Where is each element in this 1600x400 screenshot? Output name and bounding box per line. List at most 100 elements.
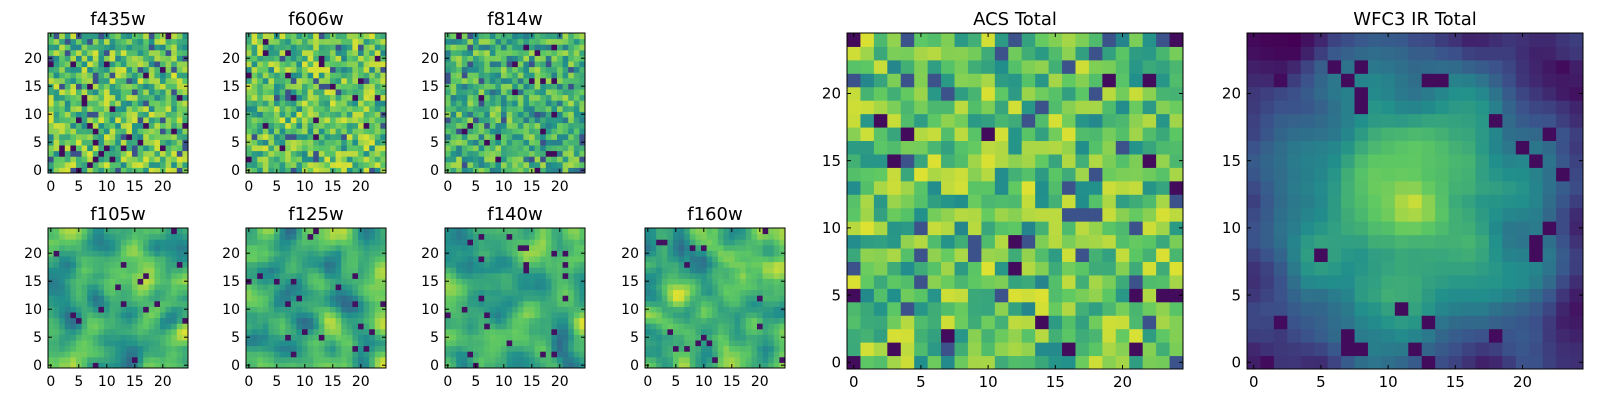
- heatmap-cell: [495, 139, 502, 146]
- heatmap-cell: [318, 167, 325, 174]
- heatmap-cell: [109, 267, 116, 274]
- heatmap-cell: [489, 306, 496, 313]
- heatmap-cell: [120, 261, 127, 268]
- heatmap-cell: [70, 317, 77, 324]
- heatmap-cell: [768, 323, 775, 330]
- heatmap-cell: [723, 317, 730, 324]
- heatmap-cell: [363, 295, 370, 302]
- heatmap-cell: [176, 272, 183, 279]
- heatmap-cell: [478, 117, 485, 124]
- heatmap-cell: [506, 289, 513, 296]
- heatmap-cell: [307, 66, 314, 73]
- heatmap-cell: [137, 38, 144, 45]
- heatmap-cell: [456, 167, 463, 174]
- heatmap-cell: [251, 94, 258, 101]
- heatmap-cell: [352, 289, 359, 296]
- heatmap-cell: [120, 256, 127, 263]
- heatmap-cell: [717, 239, 724, 246]
- heatmap-cell: [143, 150, 150, 157]
- heatmap-cell: [148, 362, 155, 369]
- heatmap-cell: [779, 351, 786, 358]
- heatmap-cell: [341, 272, 348, 279]
- heatmap-cell: [1048, 301, 1063, 316]
- heatmap-cell: [148, 128, 155, 135]
- heatmap-cell: [352, 345, 359, 352]
- heatmap-cell: [745, 356, 752, 363]
- heatmap-cell: [673, 351, 680, 358]
- heatmap-cell: [302, 312, 309, 319]
- heatmap-cell: [115, 38, 122, 45]
- heatmap-cell: [53, 233, 60, 240]
- heatmap-cell: [551, 295, 558, 302]
- heatmap-cell: [751, 272, 758, 279]
- heatmap-cell: [579, 356, 586, 363]
- heatmap-cell: [1129, 167, 1144, 182]
- heatmap-cell: [279, 284, 286, 291]
- heatmap-cell: [70, 55, 77, 62]
- heatmap-cell: [335, 117, 342, 124]
- heatmap-cell: [779, 284, 786, 291]
- heatmap-cell: [330, 317, 337, 324]
- heatmap-cell: [171, 272, 178, 279]
- heatmap-cell: [551, 145, 558, 152]
- heatmap-cell: [374, 83, 381, 90]
- heatmap-cell: [734, 250, 741, 257]
- heatmap-cell: [335, 228, 342, 235]
- heatmap-cell: [701, 267, 708, 274]
- heatmap-cell: [104, 351, 111, 358]
- heatmap-cell: [341, 100, 348, 107]
- heatmap-cell: [268, 44, 275, 51]
- heatmap-cell: [70, 49, 77, 56]
- heatmap-cell: [126, 89, 133, 96]
- heatmap-cell: [534, 312, 541, 319]
- heatmap-cell: [467, 362, 474, 369]
- heatmap-cell: [48, 300, 55, 307]
- heatmap-cell: [467, 256, 474, 263]
- heatmap-cell: [182, 122, 189, 129]
- heatmap-cell: [445, 340, 452, 347]
- heatmap-cell: [290, 133, 297, 140]
- heatmap-cell: [445, 122, 452, 129]
- heatmap-cell: [954, 301, 969, 316]
- heatmap-cell: [773, 239, 780, 246]
- heatmap-cell: [941, 234, 956, 249]
- heatmap-cell: [900, 355, 915, 370]
- heatmap-cell: [495, 312, 502, 319]
- heatmap-cell: [324, 233, 331, 240]
- heatmap-cell: [740, 362, 747, 369]
- heatmap-cell: [120, 55, 127, 62]
- heatmap-cell: [335, 100, 342, 107]
- heatmap-cell: [745, 228, 752, 235]
- heatmap-cell: [120, 44, 127, 51]
- heatmap-cell: [661, 362, 668, 369]
- heatmap-cell: [374, 256, 381, 263]
- heatmap-cell: [762, 300, 769, 307]
- heatmap-cell: [495, 256, 502, 263]
- heatmap-cell: [1156, 342, 1171, 357]
- heatmap-cell: [927, 328, 942, 343]
- heatmap-cell: [109, 362, 116, 369]
- heatmap-cell: [285, 345, 292, 352]
- heatmap-cell: [64, 272, 71, 279]
- heatmap-cell: [445, 77, 452, 84]
- heatmap-cell: [729, 351, 736, 358]
- heatmap-cell: [296, 317, 303, 324]
- heatmap-cell: [64, 267, 71, 274]
- heatmap-cell: [650, 272, 657, 279]
- heatmap-cell: [473, 239, 480, 246]
- heatmap-cell: [1169, 328, 1184, 343]
- heatmap-cell: [176, 161, 183, 168]
- heatmap-cell: [484, 49, 491, 56]
- heatmap-cell: [137, 139, 144, 146]
- heatmap-cell: [341, 55, 348, 62]
- heatmap-cell: [751, 317, 758, 324]
- heatmap-cell: [512, 334, 519, 341]
- heatmap-cell: [512, 77, 519, 84]
- heatmap-cell: [673, 328, 680, 335]
- heatmap-cell: [529, 351, 536, 358]
- heatmap-cell: [154, 150, 161, 157]
- heatmap-cell: [467, 33, 474, 40]
- heatmap-cell: [484, 66, 491, 73]
- heatmap-cell: [352, 300, 359, 307]
- heatmap-cell: [257, 133, 264, 140]
